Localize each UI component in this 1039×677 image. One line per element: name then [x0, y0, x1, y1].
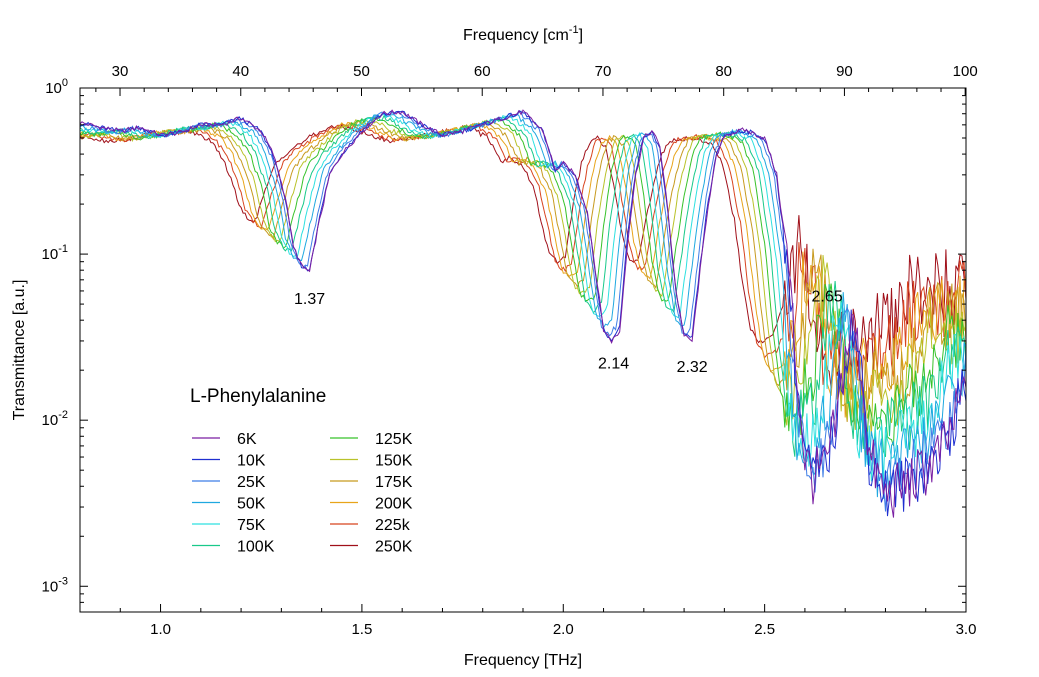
x2-tick-label: 80: [715, 63, 732, 80]
legend-label: 100K: [237, 539, 275, 556]
plot-frame: [79, 87, 967, 613]
peak-label: 2.14: [598, 355, 629, 372]
peak-label: 2.65: [811, 288, 842, 305]
legend-label: 225k: [375, 517, 411, 534]
series-line-250k: [79, 124, 967, 388]
x2-tick-label: 40: [232, 63, 249, 80]
spectrum-curves: [79, 109, 967, 518]
series-line-225k: [79, 123, 967, 405]
legend-label: 150K: [375, 453, 413, 470]
x2-axis-label: Frequency [cm-1]: [463, 24, 583, 44]
x-tick-label: 2.0: [553, 621, 574, 638]
series-line-150k: [79, 119, 967, 437]
legend-label: 50K: [237, 496, 266, 513]
x2-tick-label: 30: [112, 63, 129, 80]
peak-label: 1.37: [294, 291, 325, 308]
x-tick-label: 1.0: [150, 621, 171, 638]
x2-tick-label: 60: [474, 63, 491, 80]
x-tick-label: 2.5: [754, 621, 775, 638]
legend-label: 200K: [375, 496, 413, 513]
x2-tick-label: 90: [836, 63, 853, 80]
legend-label: 250K: [375, 539, 413, 556]
legend-title: L-Phenylalanine: [190, 386, 326, 407]
y-tick-label: 100: [45, 77, 68, 97]
series-line-6k: [79, 109, 967, 518]
x2-tick-label: 50: [353, 63, 370, 80]
y-axis-label: Transmittance [a.u.]: [11, 280, 28, 421]
x2-tick-label: 70: [595, 63, 612, 80]
x-tick-label: 3.0: [956, 621, 977, 638]
x-tick-label: 1.5: [351, 621, 372, 638]
peak-label: 2.32: [677, 359, 708, 376]
legend: 6K 10K 25K 50K 75K 100K 125K 150K 175K 200K 225k 25…: [192, 431, 413, 556]
legend-label: 6K: [237, 431, 257, 448]
x-axis-label: Frequency [THz]: [464, 652, 582, 669]
series-line-125k: [79, 117, 967, 459]
y-tick-label: 10-2: [42, 409, 68, 429]
legend-label: 175K: [375, 474, 413, 491]
legend-label: 25K: [237, 474, 266, 491]
peak-annotations: 1.37 2.14 2.32 2.65: [294, 288, 843, 376]
legend-label: 10K: [237, 453, 266, 470]
legend-label: 125K: [375, 431, 413, 448]
y-tick-label: 10-3: [42, 575, 68, 595]
legend-label: 75K: [237, 517, 266, 534]
axis-ticks: 1.0 1.5 2.0 2.5 3.0 30 40 50 60 70 80 90 100 100 10-1 1…: [42, 63, 978, 638]
y-tick-label: 10-1: [42, 243, 68, 263]
x2-tick-label: 100: [953, 63, 978, 80]
